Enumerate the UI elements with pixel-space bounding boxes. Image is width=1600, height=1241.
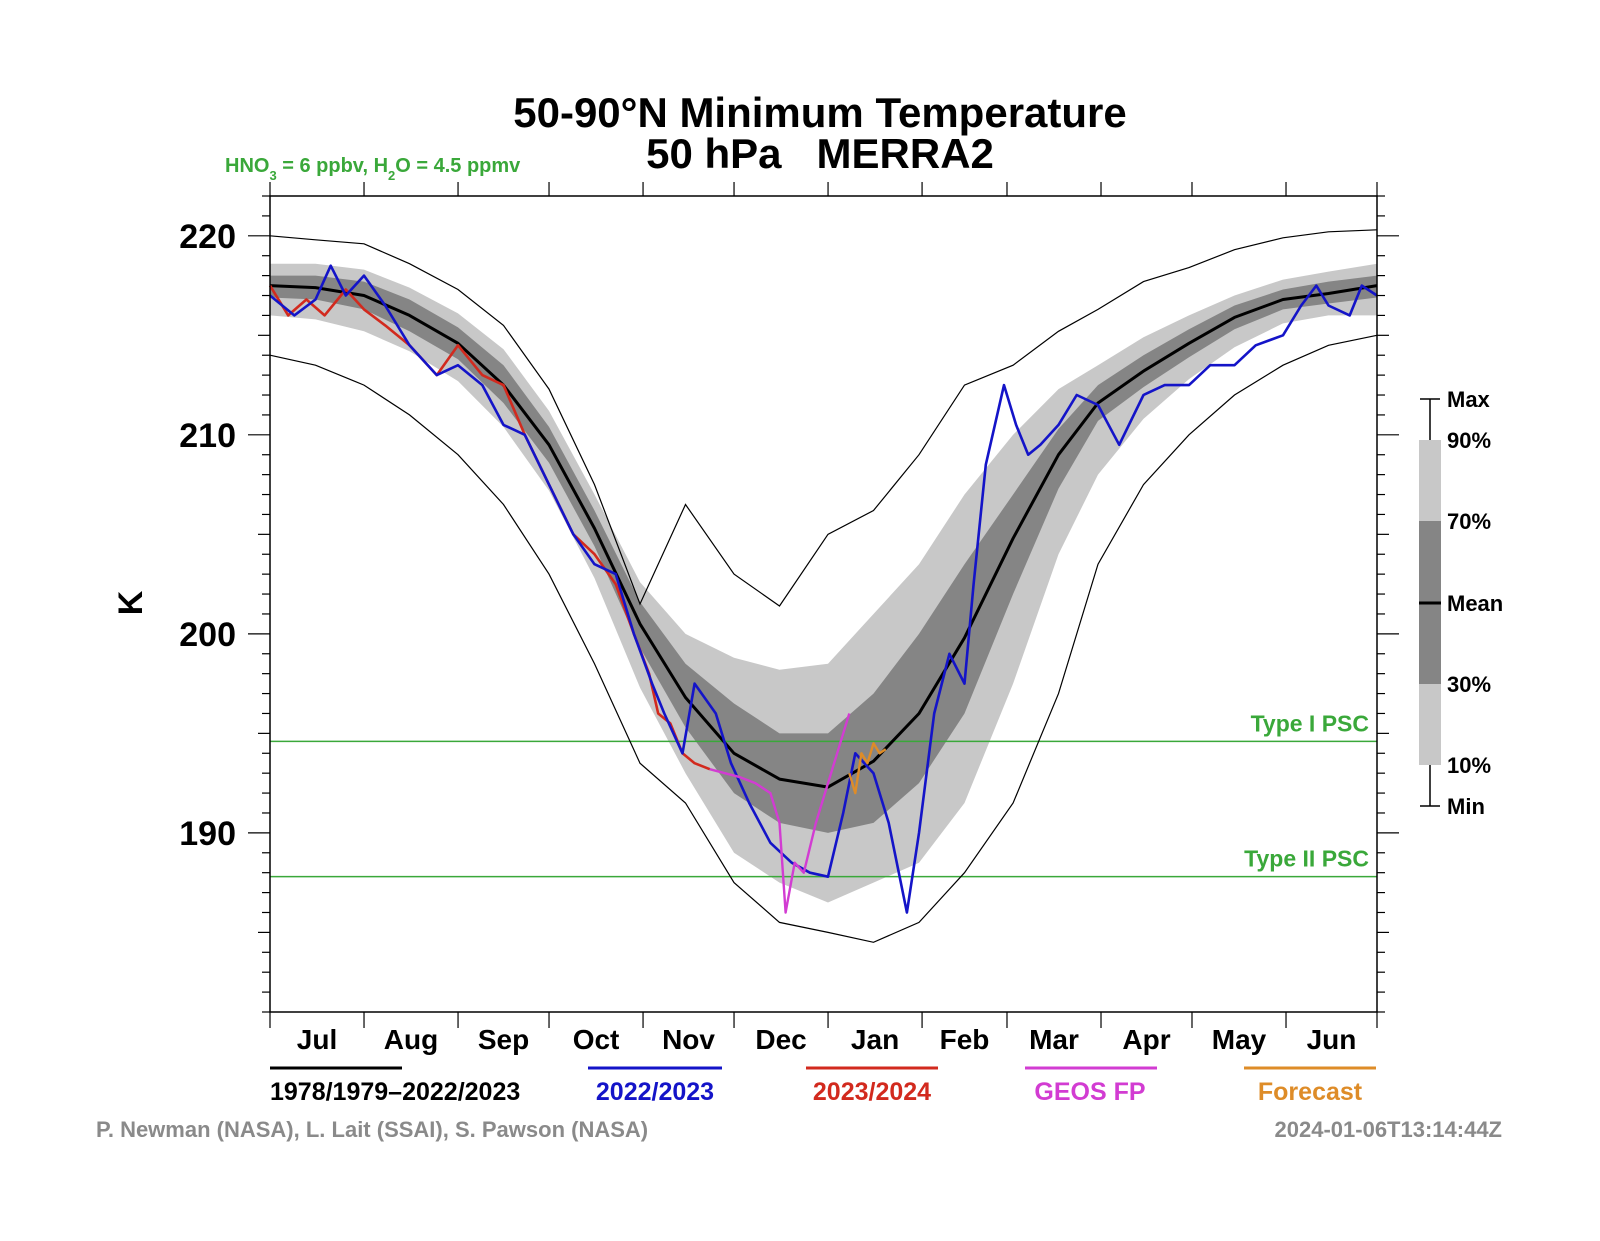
key-box-70-90 bbox=[1419, 440, 1441, 521]
month-label-jul: Jul bbox=[297, 1024, 337, 1055]
min-max-lines bbox=[269, 229, 1378, 943]
band-10-90 bbox=[270, 263, 1377, 903]
month-label-aug: Aug bbox=[384, 1024, 438, 1055]
band-30-70 bbox=[270, 275, 1377, 833]
line-2023-2024 bbox=[268, 284, 711, 771]
credits-timestamp: 2024-01-06T13:14:44Z bbox=[1275, 1117, 1502, 1142]
key-label-30pct: 30% bbox=[1447, 672, 1491, 697]
month-label-nov: Nov bbox=[662, 1024, 715, 1055]
key-label-max: Max bbox=[1447, 387, 1491, 412]
hno3-label: HNO bbox=[225, 155, 269, 177]
key-box-10-30 bbox=[1419, 684, 1441, 765]
chart-title: 50-90°N Minimum Temperature bbox=[513, 89, 1127, 136]
plot-frame bbox=[269, 195, 1378, 1013]
legend-label-y2022: 2022/2023 bbox=[596, 1078, 714, 1106]
h2o-value: O = 4.5 ppmv bbox=[395, 155, 521, 177]
psc-label-1: Type I PSC bbox=[1251, 710, 1369, 736]
month-label-feb: Feb bbox=[940, 1024, 990, 1055]
ytick-label-210: 210 bbox=[179, 417, 236, 455]
legend-label-mean: 1978/1979–2022/2023 bbox=[270, 1078, 520, 1106]
legend-label-y2023: 2023/2024 bbox=[813, 1078, 931, 1106]
plot-area: Type I PSC Type II PSC 220 210 200 190 Jul Aug… bbox=[179, 182, 1399, 1055]
line-forecast bbox=[848, 742, 887, 795]
month-label-mar: Mar bbox=[1029, 1024, 1079, 1055]
chart-subtitle: 50 hPa MERRA2 bbox=[646, 130, 994, 177]
hno3-value: = 6 ppbv, H bbox=[277, 155, 388, 177]
key-label-min: Min bbox=[1447, 794, 1485, 819]
ytick-label-190: 190 bbox=[179, 815, 236, 853]
month-label-apr: Apr bbox=[1122, 1024, 1170, 1055]
credits-authors: P. Newman (NASA), L. Lait (SSAI), S. Paw… bbox=[96, 1117, 648, 1142]
hno3-subscript: 3 bbox=[269, 168, 276, 183]
month-label-may: May bbox=[1212, 1024, 1267, 1055]
line-max bbox=[269, 229, 1378, 607]
month-label-jun: Jun bbox=[1307, 1024, 1357, 1055]
month-label-jan: Jan bbox=[851, 1024, 899, 1055]
line-geos-fp bbox=[709, 713, 851, 914]
month-label-oct: Oct bbox=[573, 1024, 620, 1055]
key-label-mean: Mean bbox=[1447, 591, 1503, 616]
percentile-bands bbox=[270, 263, 1377, 903]
chemistry-note: HNO3 = 6 ppbv, H2O = 4.5 ppmv bbox=[225, 155, 521, 183]
legend-label-geos: GEOS FP bbox=[1034, 1078, 1145, 1106]
axis-ticks: 220 210 200 190 Jul Aug Sep Oct Nov Dec Jan Feb Mar A… bbox=[179, 182, 1399, 1055]
h2o-subscript: 2 bbox=[388, 168, 395, 183]
line-min bbox=[269, 334, 1378, 943]
key-label-70pct: 70% bbox=[1447, 509, 1491, 534]
y-axis-label: K bbox=[112, 590, 150, 615]
month-label-sep: Sep bbox=[478, 1024, 529, 1055]
legend: 1978/1979–2022/2023 2022/2023 2023/2024 GEO… bbox=[270, 1066, 1376, 1106]
key-label-10pct: 10% bbox=[1447, 753, 1491, 778]
ytick-label-220: 220 bbox=[179, 218, 236, 256]
psc-label-2: Type II PSC bbox=[1244, 846, 1369, 872]
legend-label-forecast: Forecast bbox=[1258, 1078, 1363, 1106]
year-lines bbox=[268, 264, 1378, 914]
percentile-key: Max 90% 70% Mean 30% 10% Min bbox=[1419, 387, 1503, 819]
key-label-90pct: 90% bbox=[1447, 428, 1491, 453]
ytick-label-200: 200 bbox=[179, 616, 236, 654]
month-label-dec: Dec bbox=[755, 1024, 806, 1055]
line-2022-2023 bbox=[269, 264, 1378, 914]
